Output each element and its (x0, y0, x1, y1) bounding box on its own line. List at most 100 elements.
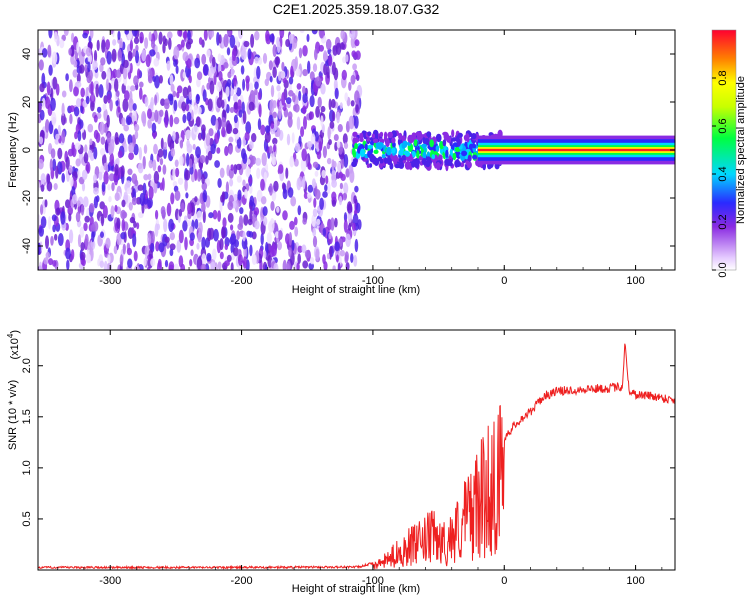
heatmap-cell (100, 213, 105, 227)
heatmap-cell (164, 236, 170, 243)
heatmap-cell (93, 146, 98, 160)
heatmap-cell (172, 181, 178, 187)
heatmap-cell (212, 209, 218, 220)
heatmap-cell (133, 250, 138, 262)
heatmap-cell (115, 90, 120, 97)
heatmap-cell (160, 98, 166, 106)
snr-series-line (38, 343, 675, 570)
heatmap-cell (202, 209, 206, 223)
heatmap-cell (155, 209, 159, 220)
heatmap-cell (312, 235, 318, 248)
heatmap-cell (345, 233, 351, 248)
heatmap-cell (85, 164, 89, 173)
heatmap-cell (150, 40, 156, 49)
heatmap-cell (414, 160, 420, 169)
heatmap-cell (335, 254, 339, 263)
heatmap-cell (210, 261, 216, 270)
heatmap-cell (350, 100, 355, 107)
heatmap-cell (421, 158, 427, 165)
heatmap-cell (182, 220, 188, 232)
heatmap-cell (48, 120, 54, 135)
heatmap-cell (223, 62, 229, 69)
y-tick-label: 0 (21, 147, 33, 153)
heatmap-cell (354, 39, 360, 47)
heatmap-cell (100, 165, 105, 174)
heatmap-cell (352, 149, 356, 158)
heatmap-cell (379, 131, 384, 138)
heatmap-cell (230, 224, 234, 231)
heatmap-cell (348, 115, 355, 130)
heatmap-cell (83, 196, 89, 208)
heatmap-cell (57, 124, 61, 137)
heatmap-cell (179, 95, 185, 103)
heatmap-cell (100, 57, 106, 66)
heatmap-cell (248, 101, 255, 112)
heatmap-cell (128, 202, 133, 211)
heatmap-cell (154, 45, 158, 53)
heatmap-cell (106, 51, 112, 65)
heatmap-cell (193, 125, 199, 135)
heatmap-cell (256, 189, 263, 202)
snr-y-ticks: 0.5 1.0 1.5 2.0 (21, 358, 675, 527)
heatmap-cell (472, 143, 477, 149)
heatmap-cell (206, 82, 210, 90)
heatmap-cell (133, 75, 139, 86)
heatmap-cell (93, 187, 99, 195)
heatmap-cell (105, 78, 109, 92)
heatmap-cell (186, 111, 192, 122)
heatmap-cell (350, 253, 354, 263)
heatmap-cell (248, 231, 254, 238)
heatmap-cell (242, 179, 246, 187)
heatmap-cell (213, 228, 219, 242)
heatmap-cell (306, 141, 313, 148)
heatmap-cell (325, 38, 332, 51)
heatmap-cell (103, 95, 108, 105)
heatmap-cell (309, 71, 315, 81)
heatmap-cell (366, 163, 370, 168)
heatmap-cell (271, 156, 277, 166)
heatmap-cell (230, 164, 234, 171)
heatmap-cell (371, 133, 376, 139)
heatmap-cell (121, 83, 126, 94)
heatmap-cell (186, 58, 192, 69)
colorbar-tick-label: 0.4 (717, 166, 729, 181)
heatmap-cell (231, 48, 237, 62)
heatmap-cell (254, 30, 260, 41)
heatmap-cell (273, 262, 279, 270)
heatmap-cell (470, 133, 477, 140)
heatmap-cell (416, 132, 423, 141)
heatmap-cell (250, 33, 255, 48)
heatmap-cell (192, 143, 196, 150)
heatmap-cell (326, 252, 330, 260)
heatmap-cell (38, 59, 44, 71)
heatmap-cell (354, 90, 360, 104)
heatmap-cell (216, 81, 222, 92)
snr-frame (37, 329, 676, 571)
heatmap-cell (237, 189, 242, 201)
heatmap-cell (344, 251, 349, 262)
x-tick-label: 100 (626, 275, 644, 287)
heatmap-cell (323, 50, 328, 62)
heatmap-cell (297, 245, 303, 253)
heatmap-cell (325, 175, 329, 185)
heatmap-cell (174, 190, 181, 202)
heatmap-cell (214, 160, 221, 168)
colorbar-tick-label: 0.2 (717, 214, 729, 229)
heatmap-cell (116, 232, 122, 246)
heatmap-cell (142, 182, 147, 196)
heatmap-cell (330, 98, 336, 109)
heatmap-cell (233, 114, 238, 124)
heatmap-cell (296, 116, 301, 130)
heatmap-cell (122, 98, 129, 112)
heatmap-cell (269, 99, 275, 113)
snr-x-ticks: -300 -200 -100 0 100 (57, 330, 663, 587)
heatmap-cell (472, 154, 478, 160)
heatmap-cell (302, 69, 308, 77)
heatmap-cell (264, 125, 271, 133)
heatmap-cell (426, 156, 431, 163)
heatmap-cell (221, 226, 226, 239)
heatmap-cell (212, 248, 217, 261)
heatmap-cell (343, 219, 348, 233)
heatmap-cell (288, 247, 292, 258)
heatmap-cell (324, 184, 328, 192)
